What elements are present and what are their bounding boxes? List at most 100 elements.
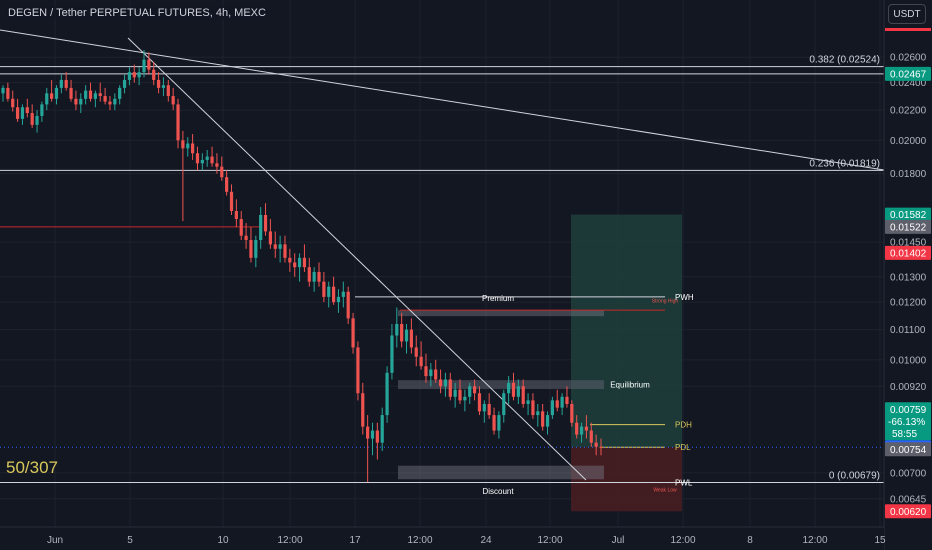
price-tick-label: 0.00700 [890,468,927,479]
candle-body [98,93,102,97]
trendline-long [0,29,885,171]
candle-body [79,98,83,105]
candle-body [229,191,234,211]
candle-body [6,87,10,99]
candle-body [30,113,34,125]
candle-body [205,156,209,160]
price-axis[interactable]: 0.02600 0.02400 0.02200 0.02000 0.01800 0.014… [883,0,932,550]
trendlines [0,29,885,481]
price-tag-label: 0.01522 [890,222,927,233]
candle-body [419,356,423,367]
price-tick-label: 0.01000 [890,355,927,366]
candle-body [438,379,443,387]
candle-body [302,257,307,268]
candle-body [565,396,569,404]
candle-body [273,244,277,249]
discount-label: Discount [482,487,514,496]
candle-body [25,107,29,114]
weak-low-label: Weak Low [653,488,677,494]
time-axis-background [0,527,884,550]
candle-body [414,347,418,357]
price-tick-label: 0.01300 [890,272,927,283]
candle-body [312,271,316,282]
candle-body [161,85,166,88]
trendline-down [127,37,587,481]
price-tag [885,207,931,222]
candles-layer [1,49,603,483]
price-tag [885,66,931,81]
price-tag [885,504,931,519]
candle-body [15,107,20,119]
candle-body [361,393,365,427]
range-level-label: PDL [675,443,691,452]
candle-body [453,389,457,397]
candle-body [560,396,564,408]
candle-body [297,257,302,268]
equilibrium-label: Equilibrium [610,381,650,390]
candle-body [234,210,238,220]
time-axis[interactable]: Jun 5 10 12:00 17 12:00 24 12:00 Jul 12:00 8 12:00 1… [0,526,886,550]
profit-zone [571,214,682,448]
currency-button[interactable]: USDT [888,4,926,24]
bar-counter: 50/307 [6,458,58,477]
candle-body [88,90,93,99]
price-tick-label: 0.02400 [890,78,927,89]
candle-body [20,107,25,119]
fib-level-label: 0 (0.00679) [829,470,880,481]
candle-body [191,143,195,154]
candle-body [132,72,136,78]
candle-body [147,59,151,70]
candle-body [443,379,448,387]
candle-body [263,214,268,232]
candle-body [507,382,511,394]
time-tick-label: 12:00 [277,535,302,546]
time-tick-label: Jun [47,535,63,546]
price-axis-background [884,0,932,550]
candle-body [584,426,589,431]
candle-body [458,389,462,401]
candle-body [54,87,59,99]
candle-body [468,386,472,397]
candle-body [225,177,229,192]
candle-body [332,286,336,303]
candle-body [220,166,224,178]
last-price-value: 0.00759 [890,405,927,416]
time-tick-label: Jul [612,535,625,546]
candle-body [11,98,15,108]
candle-body [278,244,282,249]
price-tick-label: 0.02200 [890,106,927,117]
price-tick-label: 0.01100 [890,325,926,336]
candle-body [370,430,375,439]
price-tick-label: 0.02600 [890,53,927,64]
candle-body [93,93,97,99]
price-axis-accent [885,28,931,31]
strong-high-label: Strong High [652,298,679,304]
price-tick-label: 0.00645 [890,494,927,505]
candle-body [482,403,486,412]
time-tick-label: 17 [349,535,361,546]
candle-body [69,87,73,99]
candle-body [127,72,132,80]
range-level-label: PWL [675,478,693,487]
candle-body [521,386,525,404]
time-tick-label: 12:00 [537,535,562,546]
candle-body [64,79,68,88]
candle-body [103,96,107,102]
grid-lines [0,0,884,527]
time-tick-label: 12:00 [407,535,432,546]
last-price-countdown: 58:55 [892,429,917,440]
candle-body [74,98,78,105]
candle-body [492,415,496,431]
candle-body [599,446,603,448]
candle-body [541,411,545,427]
candle-body [186,143,190,149]
price-tick-label: 0.01800 [890,169,927,180]
price-tick-label: 0.01450 [890,238,927,249]
candle-body [434,369,438,380]
candle-body [210,156,214,164]
candle-body [181,140,185,149]
candle-body [341,291,345,297]
time-tick-label: 10 [217,535,229,546]
